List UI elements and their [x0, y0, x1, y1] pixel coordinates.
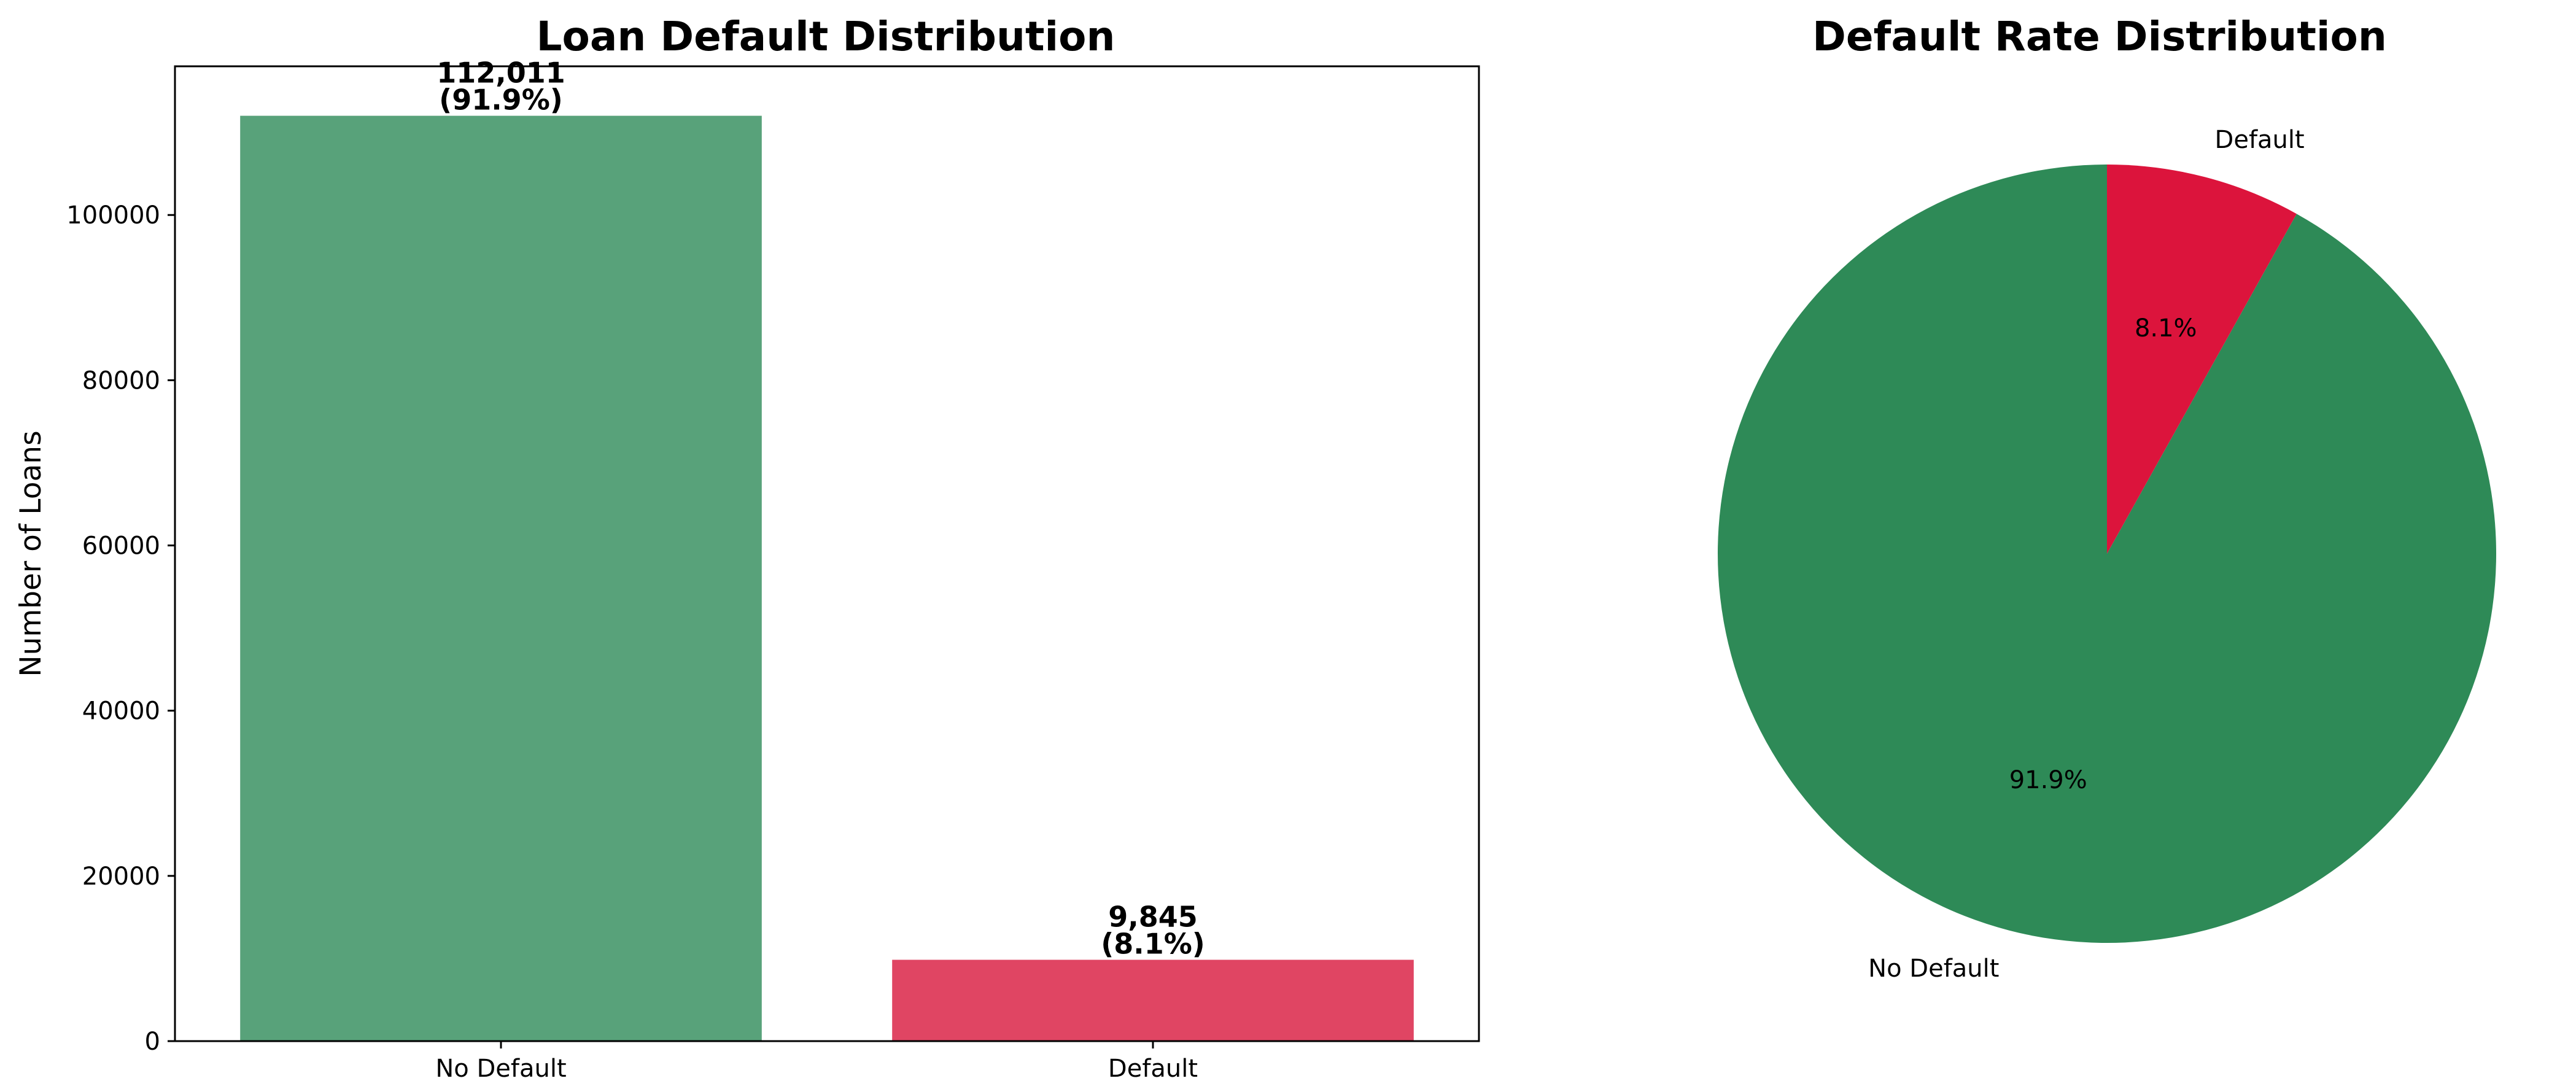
pie-chart: Default Rate Distribution 91.9% No Defaul…: [1718, 13, 2497, 983]
pie-chart-title: Default Rate Distribution: [1812, 13, 2387, 60]
bar-x-axis-ticks: No Default Default: [435, 1041, 1198, 1083]
pie-percent-label: 8.1%: [2135, 314, 2197, 343]
y-tick-label: 0: [145, 1028, 160, 1056]
bar-chart: Loan Default Distribution 0 20000 40000 600…: [14, 13, 1480, 1083]
bar-value-labels: 112,011(91.9%) 9,845(8.1%): [436, 56, 1205, 961]
pie-slices: [1718, 165, 2497, 943]
bar-no-default: [240, 115, 762, 1041]
y-tick-label: 40000: [82, 697, 160, 726]
bar-percent-label: (91.9%): [439, 83, 563, 117]
bar-value-label: 9,845: [1108, 901, 1198, 934]
pie-slice-no-default: [1718, 165, 2497, 943]
bar-default: [892, 959, 1414, 1041]
y-tick-label: 20000: [82, 862, 160, 891]
pie-slice-default: [2107, 165, 2297, 554]
pie-category-label: Default: [2215, 126, 2305, 154]
bar-marks: [240, 115, 1414, 1041]
bar-percent-label: (8.1%): [1101, 928, 1205, 961]
pie-category-label: No Default: [1868, 955, 1999, 983]
x-tick-label: No Default: [435, 1055, 566, 1083]
bar-plot-frame: [174, 65, 1480, 1042]
y-tick-label: 80000: [82, 366, 160, 395]
y-tick-label: 60000: [82, 532, 160, 560]
y-tick-label: 100000: [66, 201, 160, 230]
pie-labels: 91.9% No Default 8.1% Default: [1868, 126, 2305, 983]
bar-chart-title: Loan Default Distribution: [537, 13, 1115, 60]
bar-y-axis-label: Number of Loans: [14, 430, 48, 676]
bar-y-axis-ticks: 0 20000 40000 60000 80000 100000: [66, 201, 175, 1056]
pie-percent-label: 91.9%: [2009, 766, 2087, 794]
x-tick-label: Default: [1108, 1055, 1198, 1083]
bar-value-label: 112,011: [436, 56, 565, 90]
